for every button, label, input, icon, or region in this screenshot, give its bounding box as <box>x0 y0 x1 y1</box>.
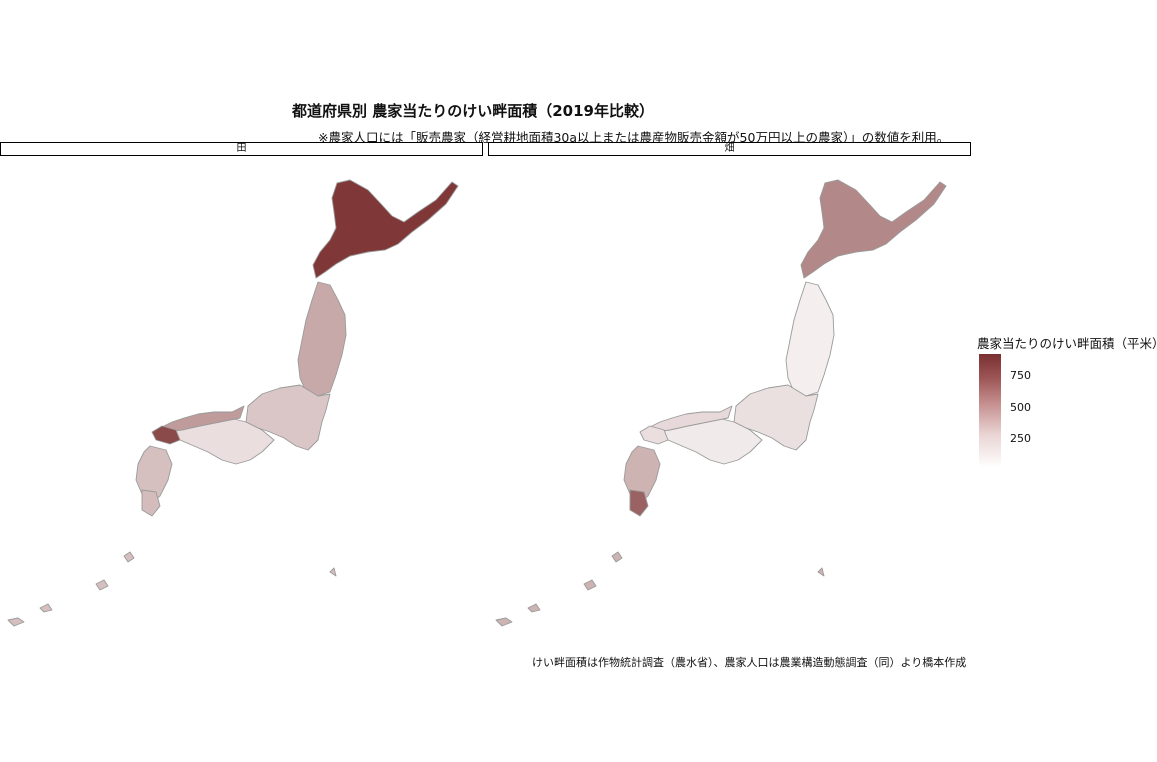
island-2 <box>583 579 597 591</box>
region-honshu_central <box>245 384 331 451</box>
island-0 <box>7 617 25 627</box>
region-hokkaido <box>312 179 459 279</box>
legend-label-750: 750 <box>1010 369 1031 382</box>
island-4 <box>817 567 825 577</box>
island-3 <box>611 551 623 563</box>
region-yamaguchi <box>639 425 669 445</box>
island-4 <box>329 567 337 577</box>
island-1 <box>39 603 53 613</box>
source-caption: けい畔面積は作物統計調査（農水省）、農家人口は農業構造動態調査（同）より橋本作成 <box>532 656 967 669</box>
island-1 <box>527 603 541 613</box>
legend-colorbar <box>979 354 1001 468</box>
legend-title: 農家当たりのけい畔面積（平米） <box>977 336 1157 351</box>
chart-subtitle: ※農家人口には「販売農家（経営耕地面積30a以上または農産物販売金額が50万円以… <box>318 130 950 145</box>
legend-tick-750 <box>1001 376 1006 377</box>
facet-strip-paddy: 田 <box>0 142 483 156</box>
region-hokkaido <box>800 179 947 279</box>
map-panel-upland <box>488 160 973 630</box>
japan-map-paddy <box>7 179 459 627</box>
legend-label-250: 250 <box>1010 432 1031 445</box>
island-0 <box>495 617 513 627</box>
region-yamaguchi <box>151 425 181 445</box>
region-kagoshima <box>141 489 161 517</box>
chart-title: 都道府県別 農家当たりのけい畔面積（2019年比較） <box>292 102 654 120</box>
island-2 <box>95 579 109 591</box>
legend-tick-500 <box>1001 408 1006 409</box>
region-kagoshima <box>629 489 649 517</box>
legend-tick-250 <box>1001 439 1006 440</box>
facet-strip-upland: 畑 <box>488 142 971 156</box>
region-honshu_north <box>785 281 835 397</box>
region-honshu_north <box>297 281 347 397</box>
map-panel-paddy <box>0 160 485 630</box>
region-honshu_central <box>733 384 819 451</box>
legend-label-500: 500 <box>1010 401 1031 414</box>
japan-map-upland <box>495 179 947 627</box>
island-3 <box>123 551 135 563</box>
